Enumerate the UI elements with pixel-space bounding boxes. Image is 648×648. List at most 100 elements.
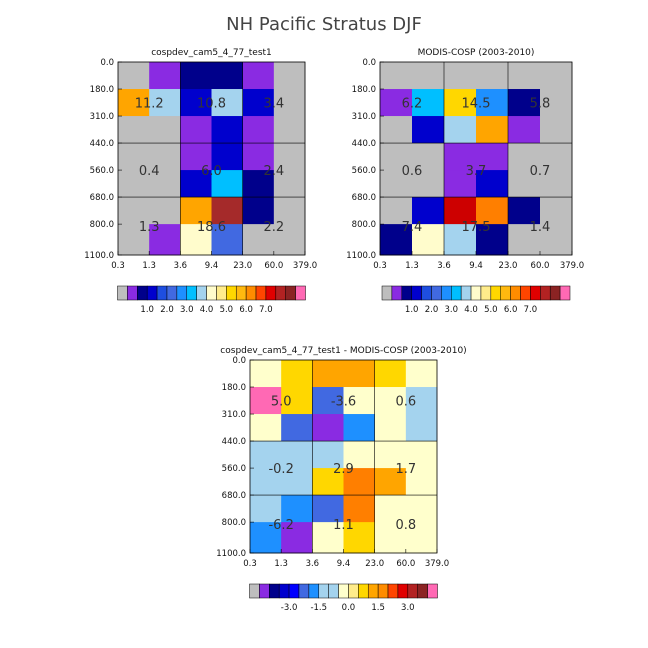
heatmap-cell [180, 116, 212, 144]
legend-swatch [417, 583, 428, 599]
legend-label: 3.0 [180, 305, 194, 315]
legend-swatch [391, 285, 403, 301]
heatmap-cell [444, 143, 477, 171]
heatmap-cell [250, 495, 282, 523]
legend-swatch [451, 285, 462, 301]
heatmap-cell [405, 360, 438, 388]
x-tick-label: 23.0 [499, 261, 518, 271]
legend-swatch [137, 285, 148, 301]
x-tick-label: 1.3 [274, 559, 288, 569]
heatmap-cell [281, 522, 313, 554]
legend-swatch [358, 583, 369, 599]
heatmap-cell [405, 468, 438, 496]
legend-swatch [278, 583, 290, 599]
legend-swatch [387, 583, 399, 599]
heatmap-cell [412, 197, 445, 225]
heatmap-cell [374, 387, 407, 415]
x-tick-label: 3.6 [437, 261, 451, 271]
box-value-label: 2.4 [263, 164, 284, 179]
x-tick-label: 379.0 [425, 559, 449, 569]
heatmap-cell [242, 116, 275, 144]
heatmap-cell [508, 62, 541, 90]
heatmap-cell [250, 522, 282, 554]
legend-label: 3.0 [401, 603, 415, 613]
box-value-label: 5.8 [530, 97, 551, 112]
legend-swatch [421, 285, 432, 301]
legend-swatch [226, 285, 237, 301]
heatmap-cell [374, 360, 407, 388]
y-tick-label: 310.0 [352, 112, 376, 122]
legend-swatch [411, 285, 422, 301]
x-tick-label: 379.0 [293, 261, 317, 271]
heatmap-cell [211, 116, 244, 144]
heatmap-cell [405, 522, 438, 554]
x-tick-label: 3.6 [306, 559, 320, 569]
x-tick-label: 379.0 [560, 261, 584, 271]
heatmap-cell [508, 197, 541, 225]
legend-label: 2.0 [160, 305, 174, 315]
heatmap-cell [343, 414, 376, 442]
y-tick-label: 310.0 [90, 112, 114, 122]
heatmap-cell [412, 224, 445, 256]
box-value-label: 10.8 [197, 97, 226, 112]
legend-swatch [196, 285, 207, 301]
heatmap-cell [250, 360, 282, 388]
heatmap-cell [273, 89, 306, 117]
legend-swatch [490, 285, 501, 301]
box-value-label: 0.6 [395, 395, 416, 410]
heatmap-cell [380, 197, 413, 225]
heatmap-cell [273, 143, 306, 171]
legend-swatch [156, 285, 168, 301]
heatmap-cell [343, 522, 376, 554]
legend-swatch [275, 285, 286, 301]
legend-swatch [480, 285, 492, 301]
heatmap-cell [405, 414, 438, 442]
heatmap-cell [540, 197, 573, 225]
heatmap-cell [149, 62, 181, 90]
heatmap-cell [412, 89, 445, 117]
heatmap-cell [250, 414, 282, 442]
box-value-label: 7.4 [402, 220, 423, 235]
legend-swatch [288, 583, 300, 599]
y-tick-label: 180.0 [222, 383, 246, 393]
box-value-label: 0.8 [395, 518, 416, 533]
legend-swatch [245, 285, 257, 301]
legend-swatch [348, 583, 359, 599]
heatmap-cell [444, 62, 477, 90]
heatmap-cell [149, 143, 181, 171]
heatmap-cell [476, 143, 509, 171]
box-value-label: 3.4 [263, 97, 284, 112]
heatmap-panel-1: cospdev_cam5_4_77_test1 11.2 10.8 3.4 0.4 6.0… [84, 48, 317, 315]
x-tick-label: 9.4 [337, 559, 351, 569]
heatmap-cell [281, 360, 313, 388]
legend-label: 4.0 [464, 305, 478, 315]
heatmap-cell [508, 116, 541, 144]
legend-swatch [269, 583, 280, 599]
legend-swatch [427, 583, 438, 599]
box-value-label: 1.3 [139, 220, 160, 235]
legend-swatch [381, 285, 393, 301]
heatmap-cell [540, 224, 573, 256]
legend-swatch [235, 285, 247, 301]
y-tick-label: 0.0 [362, 58, 376, 68]
y-tick-label: 440.0 [222, 437, 246, 447]
legend-swatch [206, 285, 217, 301]
x-tick-label: 0.3 [243, 559, 257, 569]
legend-swatch [431, 285, 442, 301]
heatmap-cell [380, 170, 413, 198]
panel-title: cospdev_cam5_4_77_test1 [151, 48, 272, 58]
y-tick-label: 440.0 [90, 139, 114, 149]
heatmap-cell [118, 116, 150, 144]
heatmap-cell [312, 468, 344, 496]
heatmap-cell [149, 224, 181, 256]
heatmap-cell [380, 62, 413, 90]
heatmap-cell [118, 224, 150, 256]
heatmap-cell [444, 197, 477, 225]
heatmap-cell [242, 197, 275, 225]
heatmap-cell [273, 197, 306, 225]
x-tick-label: 60.0 [264, 261, 283, 271]
heatmap-cell [211, 170, 244, 198]
heatmap-cell [312, 387, 344, 415]
box-value-label: 17.5 [462, 220, 491, 235]
